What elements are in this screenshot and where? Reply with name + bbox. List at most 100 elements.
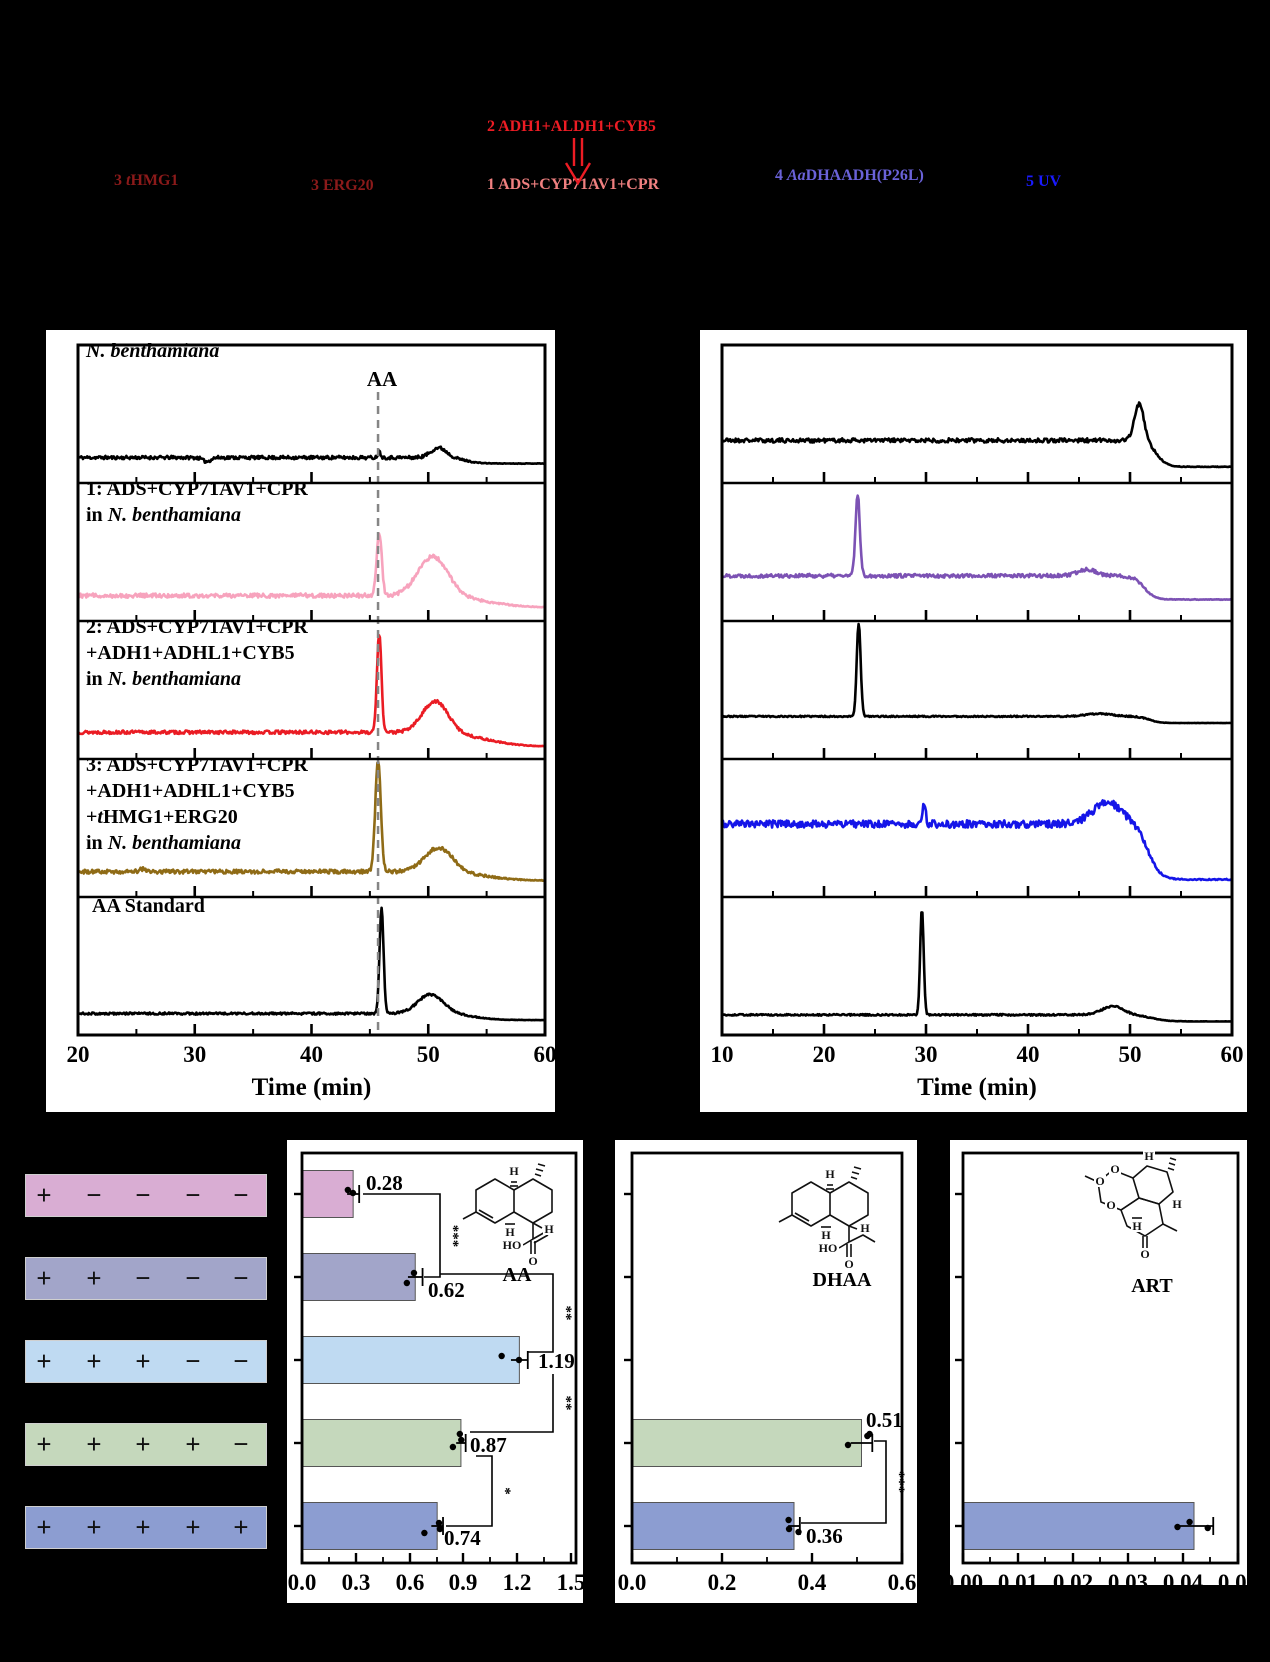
legend-sign: + — [135, 1346, 151, 1376]
significance-label: * — [497, 1487, 513, 1495]
time-axis-tick-label: 20 — [813, 1042, 836, 1067]
significance-bracket — [440, 1273, 554, 1353]
legend-sign: + — [135, 1429, 151, 1459]
time-axis-tick-label: 40 — [300, 1042, 323, 1067]
chromatogram-panel-label: in N. benthamiana — [86, 832, 241, 854]
compound-name-label: DHAA — [813, 1269, 872, 1291]
bar-construct-4 — [302, 1419, 462, 1467]
time-axis-tick-label: 50 — [417, 1042, 440, 1067]
pathway-label-part: 1 ADS+CYP71AV1+CPR — [487, 176, 660, 193]
legend-sign: + — [185, 1429, 201, 1459]
pathway-label-part: DHAADH(P26L) — [805, 167, 924, 184]
pathway-schematic: 3 tHMG1 3 ERG20 2 ADH1+ALDH1+CYB5 1 ADS+CYP… — [0, 0, 1270, 300]
pathway-label: 3 ERG20 — [311, 177, 374, 195]
pathway-label-part: 2 ADH1+ALDH1+CYB5 — [487, 118, 656, 135]
chromatogram-trace-5 — [721, 911, 1233, 1023]
atom-label: H — [509, 1164, 519, 1178]
legend-sign: − — [135, 1263, 151, 1293]
pathway-down-arrow-icon — [564, 138, 592, 186]
aa-bar-chart: 0.28 0.62 1.19 0.87 0.74 *** ** ** * 0.0 0.3 0.6 0.9… — [287, 1140, 585, 1603]
significance-label: *** — [891, 1471, 907, 1494]
pathway-label-part: 4 — [775, 167, 787, 184]
pathway-label: 1 ADS+CYP71AV1+CPR — [487, 176, 659, 194]
chromatogram-panel-label: 3: ADS+CYP71AV1+CPR — [86, 754, 308, 776]
legend-sign: + — [36, 1512, 52, 1542]
chromatogram-trace-4 — [77, 760, 546, 882]
compound-name-label: AA — [503, 1264, 532, 1286]
legend-sign: + — [36, 1180, 52, 1210]
bar-construct-3 — [302, 1336, 520, 1384]
bar-value-label: 0.51 — [866, 1408, 903, 1432]
significance-bracket — [363, 1193, 441, 1278]
pathway-label: 2 ADH1+ALDH1+CYB5 — [487, 118, 656, 136]
significance-label: ** — [558, 1396, 574, 1411]
x-axis-tick-label: 1.2 — [503, 1570, 532, 1595]
data-point — [410, 1269, 418, 1277]
chromatogram-panel-label: +ADH1+ADHL1+CYB5 — [86, 780, 295, 802]
legend-row-construct-3: + + + − − — [25, 1340, 267, 1383]
bar-construct-5 — [632, 1502, 795, 1550]
legend-sign: + — [36, 1263, 52, 1293]
x-axis-tick-label: 0.02 — [1053, 1570, 1093, 1585]
atom-label: H — [505, 1225, 515, 1239]
time-axis-tick-label: 30 — [183, 1042, 206, 1067]
data-point — [795, 1528, 802, 1536]
data-point — [458, 1436, 465, 1444]
atom-label: H — [1144, 1149, 1154, 1163]
chromatogram-panel-label: in N. benthamiana — [86, 504, 241, 526]
bar-construct-4 — [632, 1419, 862, 1467]
time-axis-tick-label: 50 — [1119, 1042, 1142, 1067]
x-axis-tick-label: 0.4 — [798, 1570, 827, 1595]
legend-row-construct-2: + + − − − — [25, 1257, 267, 1300]
compound-name-label: ART — [1131, 1275, 1173, 1297]
legend-sign: − — [233, 1429, 249, 1459]
significance-label: ** — [558, 1306, 574, 1321]
legend-sign: + — [36, 1346, 52, 1376]
bar-value-label: 0.74 — [444, 1526, 481, 1550]
chromatogram-panel-label: 1: ADS+CYP71AV1+CPR — [86, 478, 308, 500]
atom-label: O — [528, 1254, 537, 1268]
atom-label: O — [1140, 1247, 1149, 1261]
chromatogram-trace-5 — [77, 906, 546, 1022]
data-point — [498, 1352, 505, 1360]
atom-label: H — [825, 1167, 835, 1181]
data-point — [785, 1525, 793, 1533]
dhaa-bar-chart: 0.51 0.36 *** 0.0 0.2 0.4 0.6 H H H HO O DHAA — [615, 1140, 917, 1603]
legend-sign: − — [185, 1180, 201, 1210]
x-axis-tick-label: 0.6 — [888, 1570, 917, 1595]
legend-sign: + — [36, 1429, 52, 1459]
significance-bracket — [801, 1440, 887, 1524]
legend-sign: + — [86, 1346, 102, 1376]
chromatogram-trace-1 — [721, 401, 1233, 469]
bar-construct-5 — [302, 1502, 438, 1550]
legend-sign: + — [86, 1263, 102, 1293]
chromatogram-trace-4 — [720, 799, 1233, 882]
aa-marker-label: AA — [367, 367, 398, 391]
x-axis-tick-label: 0.3 — [342, 1570, 371, 1595]
art-bar-chart: 0.000.010.020.030.040.05OOOHHHOART — [943, 1140, 1258, 1595]
legend-sign: − — [86, 1180, 102, 1210]
pathway-label: 5 UV — [1026, 173, 1061, 191]
significance-bracket — [446, 1455, 493, 1527]
chromatogram-trace-3 — [721, 622, 1233, 725]
legend-sign: + — [185, 1512, 201, 1542]
legend-sign: + — [233, 1512, 249, 1542]
atom-label: H — [821, 1228, 831, 1242]
chromatogram-trace-2 — [77, 532, 546, 609]
chromatogram-panel-label: +tHMG1+ERG20 — [86, 806, 238, 828]
bar-value-label: 0.87 — [470, 1433, 507, 1457]
time-axis-tick-label: 60 — [534, 1042, 556, 1067]
x-axis-tick-label: 0.2 — [708, 1570, 737, 1595]
atom-label: O — [1106, 1198, 1115, 1212]
bar-construct-1 — [302, 1170, 354, 1218]
data-point — [435, 1519, 443, 1527]
atom-label: O — [844, 1257, 853, 1271]
legend-sign: + — [86, 1429, 102, 1459]
legend-sign: − — [185, 1346, 201, 1376]
data-point — [1204, 1524, 1211, 1532]
data-point — [421, 1529, 428, 1537]
x-axis-tick-label: 0.0 — [288, 1570, 317, 1595]
